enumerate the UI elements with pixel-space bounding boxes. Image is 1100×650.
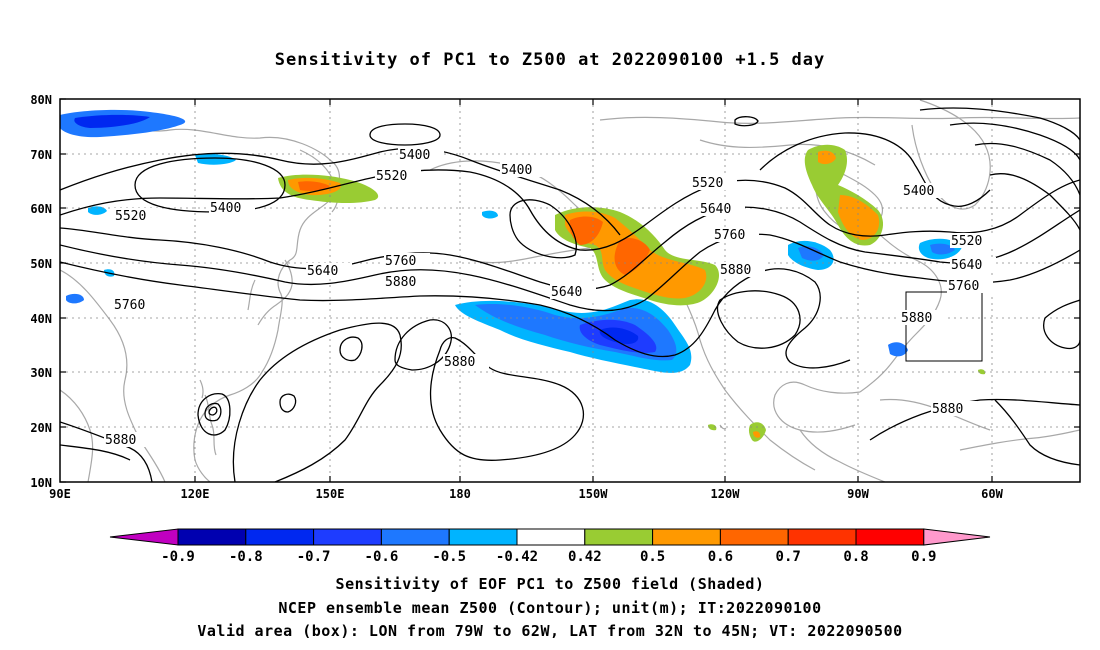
contour-label: 5880 bbox=[105, 433, 136, 448]
lat-label: 60N bbox=[30, 202, 52, 216]
colorbar-label: -0.8 bbox=[229, 549, 263, 565]
axis-ticks bbox=[60, 98, 1080, 483]
map-frame bbox=[59, 98, 1081, 483]
lon-label: 120E bbox=[181, 487, 210, 501]
lon-label: 120W bbox=[711, 487, 741, 501]
colorbar-label: -0.5 bbox=[432, 549, 466, 565]
contour-5400-low-okhotsk bbox=[134, 157, 286, 213]
lon-label: 180 bbox=[449, 487, 471, 501]
contour-label: 5880 bbox=[444, 355, 475, 370]
colorbar-cell bbox=[109, 528, 179, 546]
contour-label: 5880 bbox=[720, 263, 751, 278]
colorbar-cell bbox=[719, 528, 789, 546]
colorbar-cell bbox=[652, 528, 721, 546]
colorbar bbox=[109, 528, 991, 546]
colorbar-cell bbox=[177, 528, 247, 546]
contour-label: 5640 bbox=[700, 202, 731, 217]
colorbar-label: 0.7 bbox=[776, 549, 801, 565]
contour-label: 5640 bbox=[551, 285, 582, 300]
colorbar-cell bbox=[380, 528, 450, 546]
caption-valid-area: Valid area (box): LON from 79W to 62W, L… bbox=[197, 622, 903, 640]
colorbar-label: -0.7 bbox=[297, 549, 331, 565]
z500-contours bbox=[60, 107, 1080, 482]
colorbar-cell bbox=[787, 528, 857, 546]
contour-labels: 5400 5400 5400 5400 5520 5520 5520 5520 … bbox=[104, 147, 996, 448]
plot-title: Sensitivity of PC1 to Z500 at 2022090100… bbox=[274, 50, 826, 70]
colorbar-labels: -0.9 -0.8 -0.7 -0.6 -0.5 -0.42 0.42 0.5 … bbox=[161, 549, 936, 565]
contour-label: 5760 bbox=[714, 228, 745, 243]
colorbar-label: 0.5 bbox=[640, 549, 665, 565]
colorbar-label: 0.8 bbox=[843, 549, 868, 565]
contour-5760 bbox=[60, 233, 1080, 312]
contour-label: 5400 bbox=[903, 184, 934, 199]
contour-label: 5520 bbox=[376, 169, 407, 184]
lon-label: 150E bbox=[316, 487, 345, 501]
caption-contour: NCEP ensemble mean Z500 (Contour); unit(… bbox=[278, 599, 822, 617]
negative-region-siberia bbox=[195, 153, 236, 165]
colorbar-label: -0.42 bbox=[496, 549, 538, 565]
lon-label: 90W bbox=[847, 487, 869, 501]
colorbar-cell bbox=[584, 528, 654, 546]
contour-label: 5640 bbox=[307, 264, 338, 279]
contour-5520 bbox=[60, 169, 1080, 251]
longitude-labels: 90E 120E 150E 180 150W 120W 90W 60W bbox=[49, 487, 1003, 501]
lon-label: 90E bbox=[49, 487, 71, 501]
contour-label: 5400 bbox=[399, 148, 430, 163]
lat-label: 30N bbox=[30, 366, 52, 380]
contour-label: 5400 bbox=[210, 201, 241, 216]
valid-area-box bbox=[905, 291, 983, 362]
contour-label: 5520 bbox=[692, 176, 723, 191]
lat-label: 10N bbox=[30, 476, 52, 490]
colorbar-label: 0.42 bbox=[568, 549, 602, 565]
lat-label: 20N bbox=[30, 421, 52, 435]
colorbar-cell bbox=[448, 528, 518, 546]
contour-label: 5400 bbox=[501, 163, 532, 178]
contour-label: 5640 bbox=[951, 258, 982, 273]
colorbar-label: 0.9 bbox=[911, 549, 936, 565]
colorbar-label: -0.6 bbox=[365, 549, 399, 565]
lat-label: 50N bbox=[30, 257, 52, 271]
graticule bbox=[60, 99, 1080, 482]
latitude-labels: 80N 70N 60N 50N 40N 30N 20N 10N bbox=[30, 93, 52, 490]
contour-label: 5760 bbox=[114, 298, 145, 313]
contour-label: 5880 bbox=[385, 275, 416, 290]
caption-shading: Sensitivity of EOF PC1 to Z500 field (Sh… bbox=[335, 575, 765, 593]
lon-label: 60W bbox=[981, 487, 1003, 501]
contour-label: 5520 bbox=[951, 234, 982, 249]
lon-label: 150W bbox=[579, 487, 609, 501]
colorbar-label: 0.6 bbox=[708, 549, 733, 565]
contour-label: 5520 bbox=[115, 209, 146, 224]
contour-label: 5880 bbox=[932, 402, 963, 417]
contour-label: 5760 bbox=[385, 254, 416, 269]
lat-label: 40N bbox=[30, 312, 52, 326]
colorbar-label: -0.9 bbox=[161, 549, 195, 565]
colorbar-cell bbox=[855, 528, 925, 546]
contour-5880 bbox=[60, 261, 851, 369]
lat-label: 70N bbox=[30, 148, 52, 162]
contour-label: 5880 bbox=[901, 311, 932, 326]
contour-5640 bbox=[60, 206, 1080, 290]
contour-label: 5760 bbox=[948, 279, 979, 294]
colorbar-cell bbox=[313, 528, 382, 546]
colorbar-cell bbox=[516, 528, 586, 546]
colorbar-cell bbox=[923, 528, 991, 546]
colorbar-cell bbox=[245, 528, 315, 546]
lat-label: 80N bbox=[30, 93, 52, 107]
